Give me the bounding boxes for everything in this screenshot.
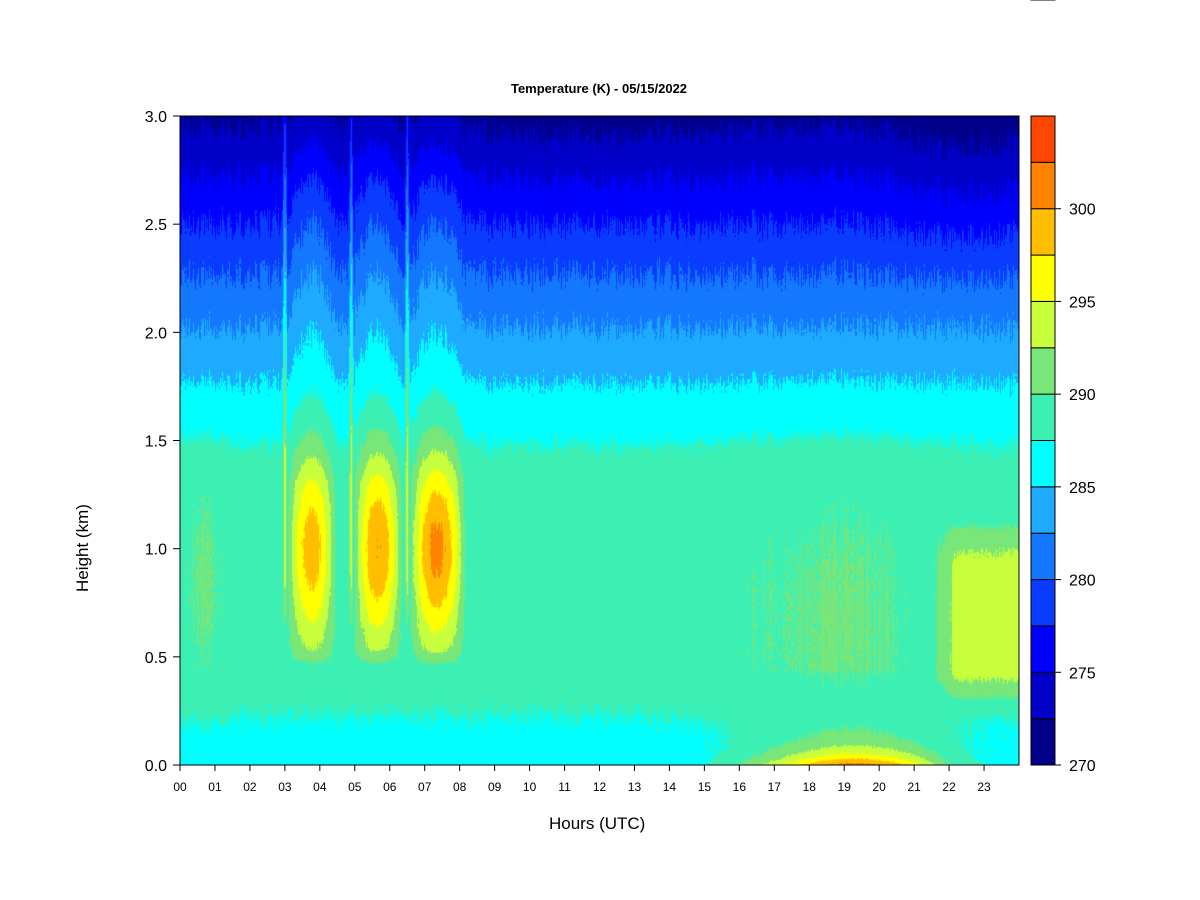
x-tick-label: 17: [768, 780, 782, 794]
x-tick-label: 12: [593, 780, 607, 794]
x-tick-label: 14: [663, 780, 677, 794]
x-tick-label: 02: [243, 780, 257, 794]
colorbar-bin: [1030, 347, 1056, 395]
colorbar-tick-label: 270: [1069, 758, 1096, 775]
x-tick-label: 16: [733, 780, 747, 794]
y-tick-label: 2.0: [145, 325, 167, 342]
colorbar-tick-label: 285: [1069, 480, 1096, 497]
heatmap-field: [180, 116, 1019, 765]
x-tick-label: 00: [173, 780, 187, 794]
colorbar-tick-label: 295: [1069, 294, 1096, 311]
y-tick-label: 0.5: [145, 650, 167, 667]
x-tick-label: 15: [698, 780, 712, 794]
x-axis: 00 01 02 03 04 05 06 07 08 09 10 11 12 13 14 15 16 17 18 19…: [173, 765, 991, 794]
colorbar-bin: [1030, 161, 1056, 210]
x-tick-label: 01: [208, 780, 222, 794]
x-tick-label: 22: [942, 780, 956, 794]
x-tick-label: 20: [872, 780, 886, 794]
colorbar-bin: [1030, 393, 1056, 441]
colorbar-ticks: 270 275 280 285 290 295 300: [1055, 202, 1096, 775]
colorbar: [1030, 115, 1056, 766]
colorbar-tick-label: 300: [1069, 202, 1096, 219]
colorbar-tick-label: 280: [1069, 573, 1096, 590]
chart-title: Temperature (K) - 05/15/2022: [511, 81, 687, 96]
colorbar-bin: [1030, 300, 1056, 349]
colorbar-bin: [1030, 440, 1056, 488]
colorbar-tick-label: 290: [1069, 387, 1096, 404]
x-tick-label: 03: [278, 780, 292, 794]
x-tick-label: 11: [558, 780, 571, 794]
colorbar-bin: [1030, 579, 1056, 627]
plot-area: [179, 115, 1020, 766]
x-tick-label: 07: [418, 780, 432, 794]
colorbar-bin: [1030, 718, 1056, 766]
x-tick-label: 18: [803, 780, 817, 794]
colorbar-bin: [1030, 625, 1056, 673]
x-tick-label: 06: [383, 780, 397, 794]
y-tick-label: 1.0: [145, 542, 167, 559]
y-axis-label: Height (km): [73, 504, 92, 592]
x-tick-label: 10: [523, 780, 537, 794]
x-tick-label: 09: [488, 780, 502, 794]
x-axis-label: Hours (UTC): [549, 814, 645, 833]
x-tick-label: 23: [977, 780, 991, 794]
x-tick-label: 08: [453, 780, 467, 794]
x-tick-label: 04: [313, 780, 327, 794]
colorbar-tick-label: 275: [1069, 665, 1096, 682]
colorbar-bin: [1030, 532, 1056, 581]
x-tick-label: 05: [348, 780, 362, 794]
x-tick-label: 13: [628, 780, 642, 794]
x-tick-label: 21: [907, 780, 921, 794]
y-tick-label: 2.5: [145, 217, 167, 234]
x-tick-label: 19: [838, 780, 852, 794]
y-tick-label: 1.5: [145, 434, 167, 451]
colorbar-bin: [1030, 254, 1056, 302]
colorbar-bin: [1030, 115, 1056, 163]
y-axis: 0.0 0.5 1.0 1.5 2.0 2.5 3.0: [145, 109, 180, 775]
colorbar-bin: [1030, 486, 1056, 534]
y-tick-label: 3.0: [145, 109, 167, 126]
y-tick-label: 0.0: [145, 758, 167, 775]
colorbar-bin: [1030, 208, 1056, 256]
colorbar-bin: [1030, 671, 1056, 720]
